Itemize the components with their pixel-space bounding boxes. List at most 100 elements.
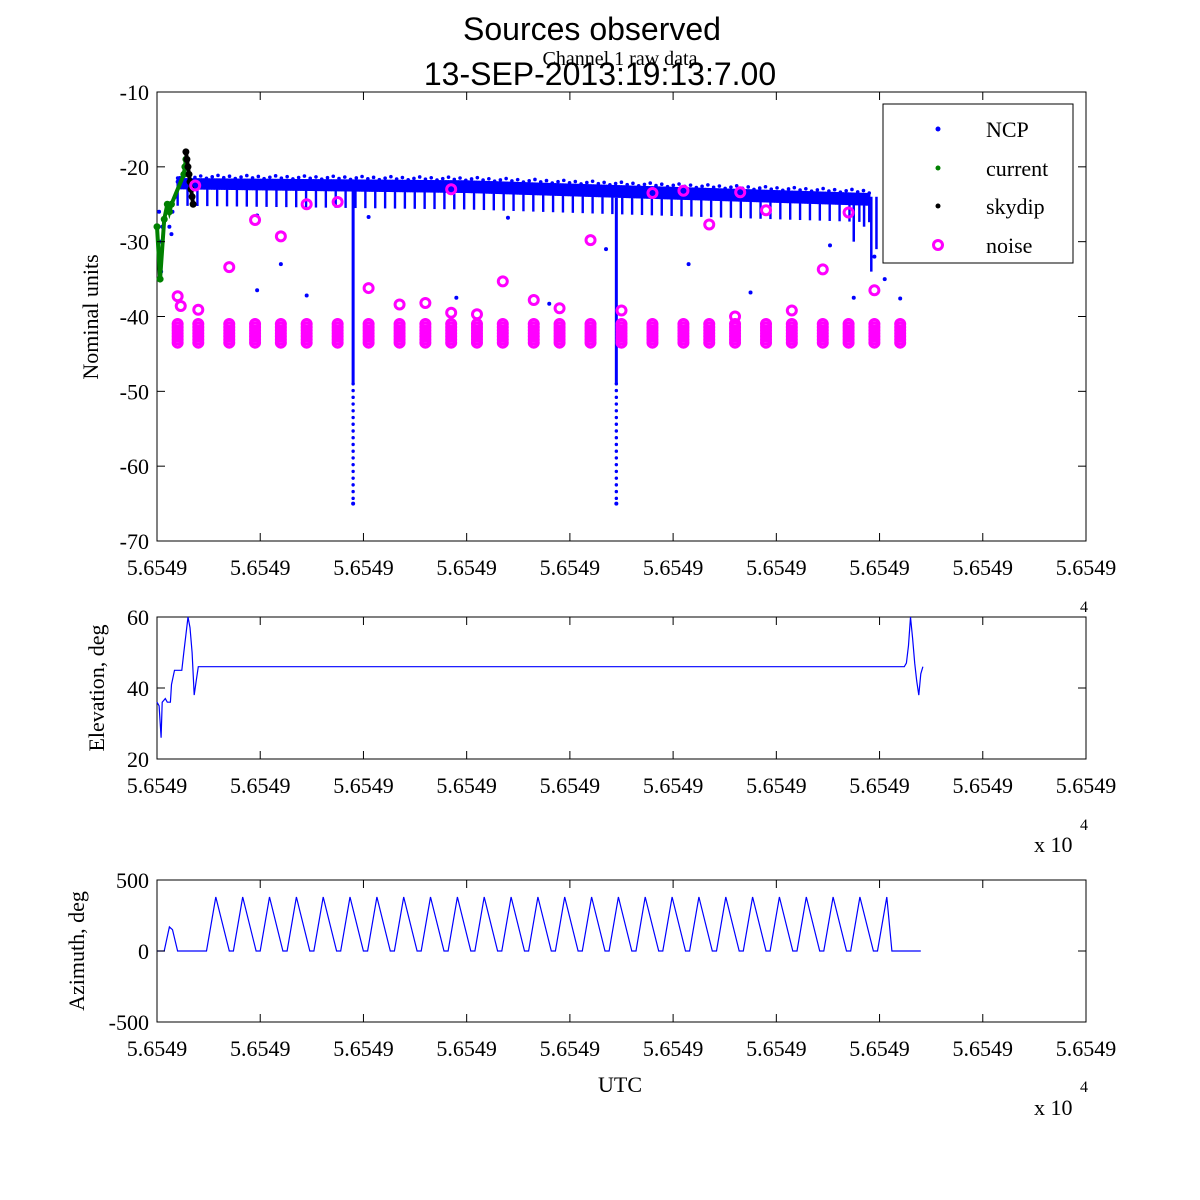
ncp-point	[167, 224, 172, 229]
ncp-point	[613, 181, 618, 186]
ncp-point	[706, 183, 710, 187]
ncp-dip-point	[351, 388, 355, 393]
noise-cluster-point	[894, 336, 907, 349]
ncp-dip-point	[614, 483, 619, 487]
raw-xtick-label: 5.6549	[953, 555, 1014, 580]
ncp-point	[278, 262, 283, 267]
panel-azimuth-ylabel: Azimuth, deg	[64, 891, 89, 1011]
ncp-point	[763, 184, 768, 189]
raw-xtick-label: 5.6549	[746, 555, 807, 580]
ncp-point	[665, 184, 670, 189]
ncp-point	[636, 183, 641, 188]
elevation-ytick-label: 20	[127, 747, 149, 772]
noise-cluster-point	[470, 336, 483, 349]
ncp-dip-point	[351, 442, 355, 447]
panel-azimuth-exponent-power: 4	[1080, 1079, 1088, 1096]
ncp-point	[694, 185, 699, 190]
panel-elevation-line-layer	[156, 616, 924, 738]
figure-title-line2: 13-SEP-2013:19:13:7.00	[424, 56, 776, 92]
ncp-point	[250, 176, 255, 180]
elevation-xtick-label: 5.6549	[953, 773, 1014, 798]
ncp-dip-min	[351, 501, 356, 506]
ncp-point	[400, 175, 405, 180]
noise-cluster-point	[171, 336, 184, 349]
ncp-dip-point	[351, 462, 355, 467]
ncp-point	[268, 175, 272, 180]
ncp-dip-point	[351, 449, 355, 453]
panel-raw-points-layer	[153, 148, 903, 323]
ncp-point	[642, 182, 647, 187]
ncp-dip-point	[614, 436, 619, 440]
ncp-point	[354, 176, 359, 180]
panel-azimuth-line-layer	[157, 896, 921, 952]
ncp-point	[429, 175, 434, 180]
ncp-point	[775, 186, 779, 190]
panel-elevation-exponent-label: x 10	[1034, 832, 1073, 857]
noise-cluster-point	[868, 336, 881, 349]
panel-elevation-axes: 5.6549 5.6549 5.6549 5.6549 5.6549 5.6549 5.65…	[127, 605, 1117, 798]
ncp-point	[296, 175, 301, 180]
ncp-point	[688, 183, 693, 187]
panel-raw-noise-layer	[171, 317, 907, 349]
elevation-xtick-label: 5.6549	[746, 773, 807, 798]
ncp-point	[815, 188, 820, 192]
raw-xtick-label: 5.6549	[540, 555, 601, 580]
ncp-point	[227, 174, 232, 179]
raw-ytick-label: -30	[120, 230, 149, 255]
azimuth-series-line	[157, 896, 921, 952]
ncp-point	[844, 188, 848, 193]
ncp-point	[809, 189, 814, 194]
ncp-point	[371, 175, 376, 180]
ncp-dip-point	[614, 402, 619, 406]
noise-cluster-point	[785, 336, 798, 349]
noise-point	[553, 302, 566, 315]
noise-point	[171, 290, 184, 303]
ncp-point	[625, 182, 629, 187]
ncp-point	[169, 232, 174, 237]
ncp-point	[769, 187, 774, 191]
azimuth-xtick-label: 5.6549	[333, 1036, 394, 1061]
ncp-point	[492, 179, 497, 183]
ncp-point	[604, 247, 609, 252]
legend-marker-ncp	[935, 126, 941, 132]
ncp-point	[193, 175, 197, 180]
noise-cluster-point	[760, 336, 773, 349]
ncp-dip-point	[351, 409, 355, 413]
legend-label-noise: noise	[986, 233, 1032, 258]
ncp-point	[748, 290, 753, 295]
ncp-dip-point	[614, 388, 619, 393]
ncp-point	[861, 188, 866, 193]
ncp-point	[366, 176, 370, 181]
ncp-point	[527, 178, 532, 183]
ncp-point	[752, 187, 756, 192]
ncp-point	[855, 190, 860, 194]
azimuth-ytick-label: 500	[116, 868, 149, 893]
ncp-point	[458, 176, 462, 180]
ncp-point	[204, 176, 209, 181]
noise-cluster-point	[223, 336, 236, 349]
ncp-point	[780, 188, 785, 193]
noise-point	[249, 213, 262, 226]
noise-cluster-point	[842, 336, 855, 349]
ncp-point	[544, 178, 549, 183]
noise-point	[223, 261, 236, 274]
ncp-point	[515, 177, 520, 182]
figure-title-line1: Sources observed	[463, 11, 721, 47]
ncp-point	[538, 180, 543, 184]
ncp-point	[521, 180, 526, 184]
noise-cluster-point	[703, 336, 716, 349]
ncp-dip-point	[351, 422, 355, 426]
legend-box	[882, 103, 1074, 264]
azimuth-xtick-label: 5.6549	[953, 1036, 1014, 1061]
noise-cluster-point	[249, 336, 262, 349]
ncp-point	[547, 301, 552, 306]
noise-cluster-point	[729, 336, 742, 349]
azimuth-xtick-label: 5.6549	[230, 1036, 291, 1061]
ncp-point	[377, 177, 382, 182]
elevation-xtick-label: 5.6549	[127, 773, 188, 798]
ncp-dip-point	[351, 415, 355, 420]
legend-label-skydip: skydip	[986, 194, 1045, 219]
ncp-point	[475, 175, 480, 180]
ncp-point	[882, 277, 887, 282]
ncp-point	[454, 295, 459, 300]
